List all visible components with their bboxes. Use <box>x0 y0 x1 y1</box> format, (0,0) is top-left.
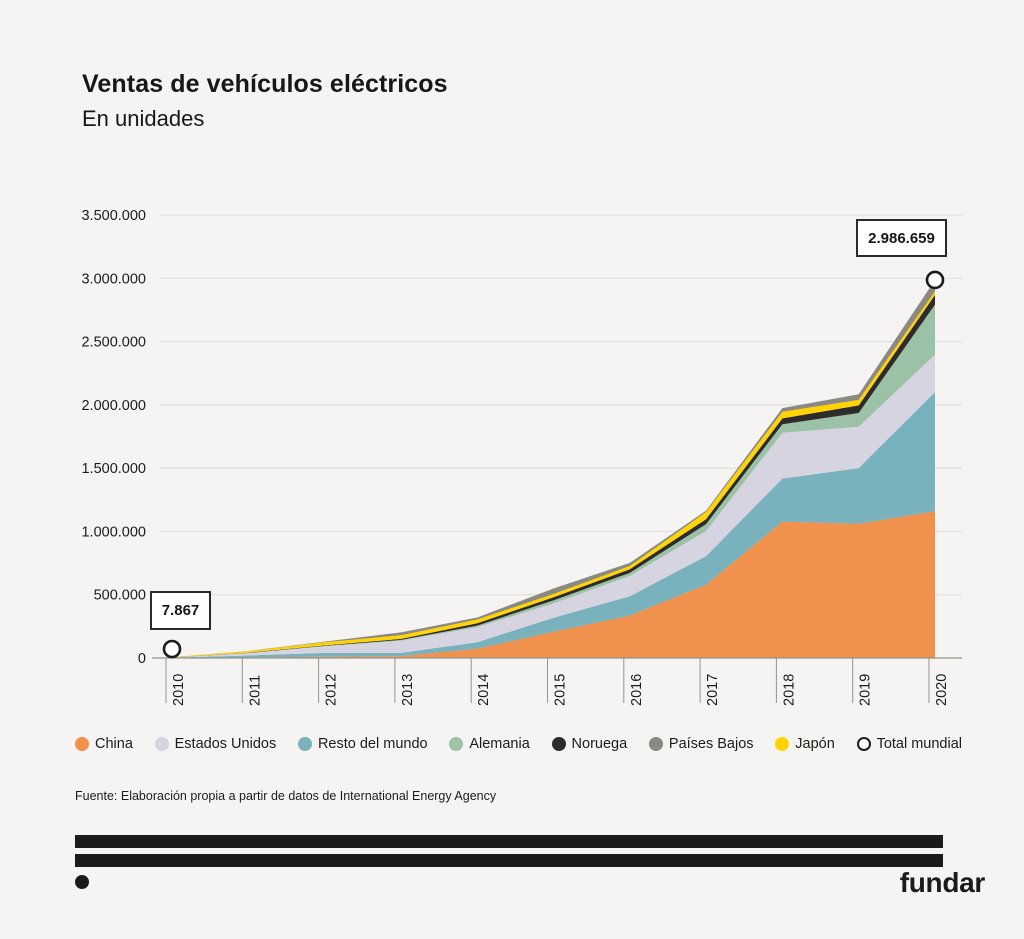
x-axis-year-label: 2019 <box>858 674 874 706</box>
annotation-2020-total: 2.986.659 <box>856 219 947 257</box>
y-axis-tick-label: 1.000.000 <box>81 524 146 540</box>
paises-bajos-swatch-icon <box>648 737 663 751</box>
x-axis-year-label: 2020 <box>934 674 950 706</box>
source-note: Fuente: Elaboración propia a partir de d… <box>75 789 497 803</box>
legend-item-estados-unidos: Estados Unidos <box>154 736 277 752</box>
annotation-2010-total: 7.867 <box>150 591 211 630</box>
legend-label: China <box>95 736 133 752</box>
total-mundial-swatch-icon <box>856 737 871 751</box>
chart-header: Ventas de vehículos eléctricos En unidad… <box>82 70 448 132</box>
x-axis-year-label: 2011 <box>247 675 263 706</box>
footer-divider-bar-top <box>75 835 943 848</box>
y-axis-tick-label: 3.500.000 <box>81 208 146 224</box>
legend-label: Países Bajos <box>668 736 754 752</box>
legend-label: Noruega <box>571 736 628 752</box>
legend-item-noruega: Noruega <box>551 736 628 752</box>
x-axis-year-label: 2010 <box>171 674 187 706</box>
resto-del-mundo-swatch-icon <box>297 737 312 751</box>
x-axis-year-label: 2018 <box>781 674 797 706</box>
y-axis-tick-label: 1.500.000 <box>81 461 146 477</box>
annotation-2010-label: 7.867 <box>161 602 200 619</box>
x-axis-year-label: 2015 <box>553 674 569 706</box>
legend-item-china: China <box>75 736 133 752</box>
x-axis-year-label: 2013 <box>400 674 416 706</box>
footer-dot-icon <box>75 875 89 889</box>
alemania-swatch-icon <box>449 737 464 751</box>
legend-label: Total mundial <box>876 736 962 752</box>
legend-label: Resto del mundo <box>317 736 428 752</box>
page-subtitle: En unidades <box>82 106 205 131</box>
y-axis-tick-label: 2.000.000 <box>81 398 146 414</box>
x-axis-year-label: 2014 <box>476 674 492 706</box>
footer-divider-bar-bottom <box>75 854 943 867</box>
x-axis-year-label: 2017 <box>705 674 721 706</box>
legend-label: Estados Unidos <box>174 736 277 752</box>
china-swatch-icon <box>75 737 89 751</box>
y-axis-tick-label: 3.000.000 <box>81 271 146 287</box>
noruega-swatch-icon <box>551 737 566 751</box>
annotation-2020-label: 2.986.659 <box>868 229 935 247</box>
legend-label: Japón <box>795 736 835 752</box>
total-mundial-marker <box>162 639 182 659</box>
x-axis-year-label: 2016 <box>629 674 645 706</box>
legend-label: Alemania <box>469 736 530 752</box>
legend-item-total-mundial: Total mundial <box>856 736 962 752</box>
x-axis-year-label: 2012 <box>324 674 340 706</box>
japon-swatch-icon <box>775 737 790 751</box>
y-axis-tick-label: 500.000 <box>94 588 146 604</box>
y-axis-tick-label: 2.500.000 <box>81 335 146 351</box>
legend-item-paises-bajos: Países Bajos <box>648 736 754 752</box>
legend-item-alemania: Alemania <box>449 736 530 752</box>
y-axis-tick-label: 0 <box>138 651 146 667</box>
legend-item-japon: Japón <box>775 736 835 752</box>
estados-unidos-swatch-icon <box>154 737 169 751</box>
page-title: Ventas de vehículos eléctricos <box>82 70 448 98</box>
total-mundial-marker <box>925 270 945 290</box>
area-china <box>172 511 935 658</box>
chart-legend: China Estados Unidos Resto del mundo Ale… <box>75 736 962 752</box>
fundar-logo: fundar <box>899 867 986 898</box>
legend-item-resto-del-mundo: Resto del mundo <box>297 736 428 752</box>
